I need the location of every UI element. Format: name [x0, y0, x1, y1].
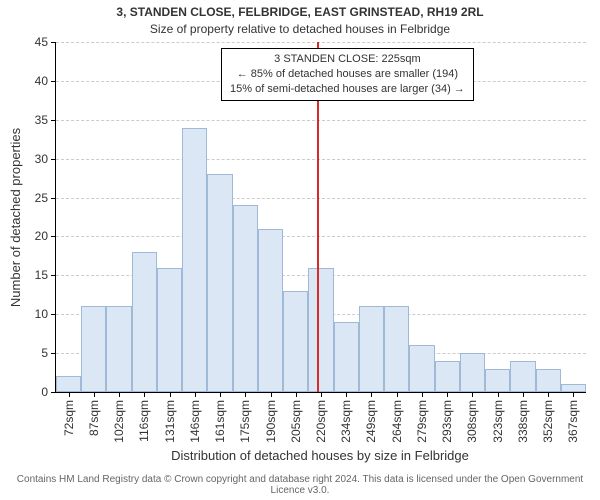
x-tick-mark	[573, 392, 574, 397]
x-tick-mark	[346, 392, 347, 397]
y-tick-mark	[51, 120, 56, 121]
y-tick-mark	[51, 275, 56, 276]
x-tick-label: 352sqm	[541, 400, 555, 443]
chart-title-line2: Size of property relative to detached ho…	[0, 22, 600, 36]
histogram-bar	[106, 306, 131, 392]
x-tick-label: 308sqm	[465, 400, 479, 443]
histogram-bar	[207, 174, 232, 392]
histogram-bar	[283, 291, 308, 392]
annotation-line: 15% of semi-detached houses are larger (…	[230, 82, 465, 97]
y-tick-label: 35	[8, 113, 48, 127]
x-tick-label: 279sqm	[415, 400, 429, 443]
x-tick-mark	[447, 392, 448, 397]
histogram-bar	[384, 306, 409, 392]
histogram-bar	[308, 268, 333, 392]
x-tick-mark	[94, 392, 95, 397]
x-tick-mark	[220, 392, 221, 397]
x-tick-mark	[523, 392, 524, 397]
footer-attribution: Contains HM Land Registry data © Crown c…	[0, 474, 600, 496]
x-tick-mark	[472, 392, 473, 397]
histogram-bar	[132, 252, 157, 392]
x-tick-label: 234sqm	[339, 400, 353, 443]
gridline	[56, 120, 586, 121]
x-tick-label: 293sqm	[440, 400, 454, 443]
x-tick-mark	[296, 392, 297, 397]
x-tick-label: 175sqm	[238, 400, 252, 443]
histogram-bar	[536, 369, 561, 392]
x-tick-mark	[548, 392, 549, 397]
x-tick-label: 146sqm	[188, 400, 202, 443]
histogram-bar	[157, 268, 182, 392]
y-tick-label: 25	[8, 191, 48, 205]
histogram-bar	[334, 322, 359, 392]
y-tick-label: 0	[8, 385, 48, 399]
x-tick-mark	[271, 392, 272, 397]
histogram-bar	[460, 353, 485, 392]
y-tick-label: 45	[8, 35, 48, 49]
x-tick-label: 161sqm	[213, 400, 227, 443]
y-tick-mark	[51, 42, 56, 43]
y-axis-label-container: Number of detached properties	[8, 42, 24, 392]
gridline	[56, 198, 586, 199]
x-tick-label: 367sqm	[566, 400, 580, 443]
y-tick-label: 40	[8, 74, 48, 88]
y-tick-label: 15	[8, 268, 48, 282]
x-tick-label: 116sqm	[137, 400, 151, 442]
chart-title-line1: 3, STANDEN CLOSE, FELBRIDGE, EAST GRINST…	[0, 5, 600, 19]
x-tick-label: 264sqm	[390, 400, 404, 443]
y-tick-label: 30	[8, 152, 48, 166]
y-tick-mark	[51, 392, 56, 393]
x-tick-mark	[69, 392, 70, 397]
x-tick-label: 190sqm	[264, 400, 278, 443]
gridline	[56, 159, 586, 160]
chart-plot-area: 05101520253035404572sqm87sqm102sqm116sqm…	[55, 42, 586, 393]
annotation-box: 3 STANDEN CLOSE: 225sqm← 85% of detached…	[221, 48, 474, 101]
y-tick-mark	[51, 353, 56, 354]
histogram-bar	[258, 229, 283, 392]
x-tick-mark	[170, 392, 171, 397]
x-tick-mark	[397, 392, 398, 397]
histogram-bar	[359, 306, 384, 392]
x-tick-label: 102sqm	[112, 400, 126, 443]
gridline	[56, 236, 586, 237]
gridline	[56, 42, 586, 43]
y-tick-label: 5	[8, 346, 48, 360]
x-tick-mark	[422, 392, 423, 397]
x-tick-label: 323sqm	[491, 400, 505, 443]
histogram-bar	[561, 384, 586, 392]
x-tick-mark	[119, 392, 120, 397]
histogram-bar	[233, 205, 258, 392]
y-tick-mark	[51, 198, 56, 199]
annotation-line: ← 85% of detached houses are smaller (19…	[230, 67, 465, 82]
histogram-bar	[409, 345, 434, 392]
y-tick-label: 20	[8, 229, 48, 243]
x-tick-label: 131sqm	[163, 400, 177, 443]
x-tick-label: 249sqm	[364, 400, 378, 443]
x-tick-label: 72sqm	[62, 400, 76, 436]
x-tick-label: 338sqm	[516, 400, 530, 443]
histogram-bar	[510, 361, 535, 392]
y-tick-label: 10	[8, 307, 48, 321]
x-tick-mark	[245, 392, 246, 397]
histogram-bar	[435, 361, 460, 392]
histogram-bar	[81, 306, 106, 392]
y-tick-mark	[51, 314, 56, 315]
y-tick-mark	[51, 81, 56, 82]
y-tick-mark	[51, 159, 56, 160]
x-tick-mark	[144, 392, 145, 397]
x-tick-label: 87sqm	[87, 400, 101, 436]
annotation-line: 3 STANDEN CLOSE: 225sqm	[230, 52, 465, 67]
x-tick-mark	[195, 392, 196, 397]
y-tick-mark	[51, 236, 56, 237]
histogram-bar	[182, 128, 207, 392]
x-axis-label: Distribution of detached houses by size …	[55, 448, 585, 463]
x-tick-label: 220sqm	[314, 400, 328, 443]
histogram-bar	[485, 369, 510, 392]
histogram-bar	[56, 376, 81, 392]
x-tick-mark	[321, 392, 322, 397]
x-tick-label: 205sqm	[289, 400, 303, 443]
x-tick-mark	[498, 392, 499, 397]
x-tick-mark	[371, 392, 372, 397]
